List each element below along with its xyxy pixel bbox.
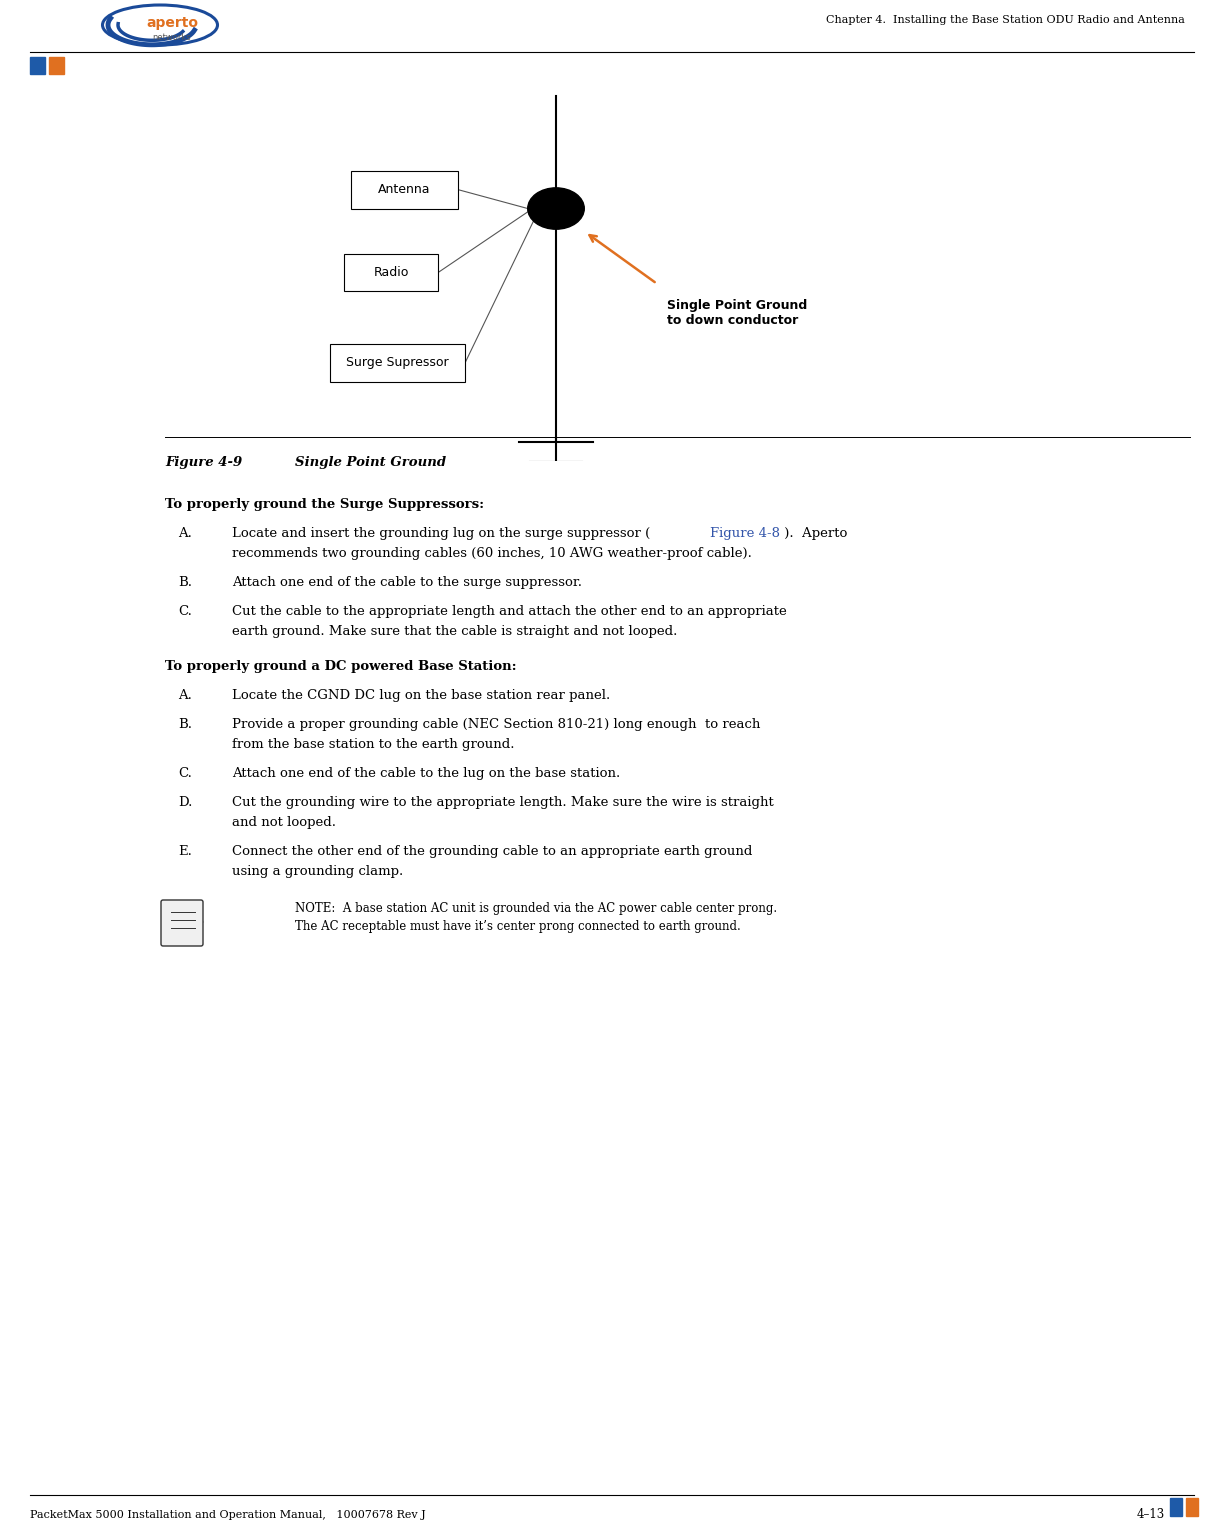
Bar bbox=[350, 170, 459, 209]
Text: To properly ground the Surge Suppressors:: To properly ground the Surge Suppressors… bbox=[165, 497, 485, 511]
Text: B.: B. bbox=[177, 718, 192, 731]
Text: A.: A. bbox=[177, 527, 192, 540]
Bar bbox=[49, 57, 64, 74]
Text: C.: C. bbox=[177, 768, 192, 780]
Text: Provide a proper grounding cable (NEC Section 810-21) long enough  to reach: Provide a proper grounding cable (NEC Se… bbox=[233, 718, 760, 731]
Text: Surge Supressor: Surge Supressor bbox=[346, 356, 449, 370]
Text: Cut the cable to the appropriate length and attach the other end to an appropria: Cut the cable to the appropriate length … bbox=[233, 605, 787, 619]
Text: Radio: Radio bbox=[373, 266, 409, 279]
Bar bbox=[344, 253, 438, 292]
Text: NOTE:  A base station AC unit is grounded via the AC power cable center prong.
T: NOTE: A base station AC unit is grounded… bbox=[295, 903, 777, 933]
Text: E.: E. bbox=[177, 844, 192, 858]
Text: A.: A. bbox=[177, 689, 192, 701]
Text: Figure 4-8: Figure 4-8 bbox=[710, 527, 780, 540]
Text: Figure 4-9: Figure 4-9 bbox=[165, 456, 242, 470]
Text: Antenna: Antenna bbox=[378, 183, 431, 196]
Text: from the base station to the earth ground.: from the base station to the earth groun… bbox=[233, 738, 514, 751]
Text: networks: networks bbox=[153, 32, 191, 41]
Text: recommends two grounding cables (60 inches, 10 AWG weather-proof cable).: recommends two grounding cables (60 inch… bbox=[233, 546, 752, 560]
Bar bbox=[330, 344, 465, 382]
Bar bbox=[1186, 1498, 1198, 1517]
Text: ).  Aperto: ). Aperto bbox=[780, 527, 847, 540]
Text: To properly ground a DC powered Base Station:: To properly ground a DC powered Base Sta… bbox=[165, 660, 517, 672]
Text: earth ground. Make sure that the cable is straight and not looped.: earth ground. Make sure that the cable i… bbox=[233, 625, 677, 639]
Text: B.: B. bbox=[177, 576, 192, 589]
Ellipse shape bbox=[103, 5, 218, 45]
Text: D.: D. bbox=[177, 797, 192, 809]
Text: Single Point Ground
to down conductor: Single Point Ground to down conductor bbox=[667, 299, 808, 327]
Text: PacketMax 5000 Installation and Operation Manual,   10007678 Rev J: PacketMax 5000 Installation and Operatio… bbox=[31, 1510, 426, 1520]
Text: Attach one end of the cable to the surge suppressor.: Attach one end of the cable to the surge… bbox=[233, 576, 581, 589]
Text: Connect the other end of the grounding cable to an appropriate earth ground: Connect the other end of the grounding c… bbox=[233, 844, 753, 858]
Text: 4–13: 4–13 bbox=[1137, 1509, 1165, 1521]
Text: C.: C. bbox=[177, 605, 192, 619]
Bar bbox=[31, 57, 45, 74]
FancyBboxPatch shape bbox=[162, 900, 203, 946]
Bar bbox=[1170, 1498, 1182, 1517]
Text: Locate and insert the grounding lug on the surge suppressor (: Locate and insert the grounding lug on t… bbox=[233, 527, 650, 540]
Text: Cut the grounding wire to the appropriate length. Make sure the wire is straight: Cut the grounding wire to the appropriat… bbox=[233, 797, 774, 809]
Ellipse shape bbox=[528, 187, 584, 229]
Text: Single Point Ground: Single Point Ground bbox=[295, 456, 446, 470]
Text: and not looped.: and not looped. bbox=[233, 817, 337, 829]
Text: Locate the CGND DC lug on the base station rear panel.: Locate the CGND DC lug on the base stati… bbox=[233, 689, 611, 701]
Text: using a grounding clamp.: using a grounding clamp. bbox=[233, 866, 403, 878]
Text: Attach one end of the cable to the lug on the base station.: Attach one end of the cable to the lug o… bbox=[233, 768, 621, 780]
Text: aperto: aperto bbox=[146, 15, 198, 31]
Text: Chapter 4.  Installing the Base Station ODU Radio and Antenna: Chapter 4. Installing the Base Station O… bbox=[826, 15, 1185, 25]
